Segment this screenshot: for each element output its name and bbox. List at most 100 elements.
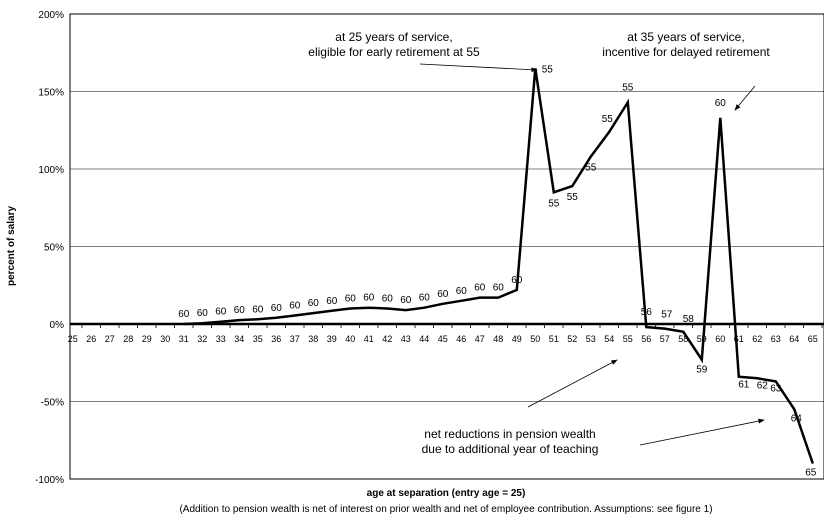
x-tick-label: 65 bbox=[808, 334, 818, 344]
y-tick-label: 50% bbox=[44, 243, 64, 254]
x-tick-labels: 25 26 27 28 29 30 31 32 33 34 35 36 37 38 39 40 41 42 43 44… bbox=[68, 324, 823, 344]
point-label: 58 bbox=[683, 314, 695, 325]
x-tick-label: 31 bbox=[179, 334, 189, 344]
x-tick-label: 28 bbox=[123, 334, 133, 344]
y-tick-label: -100% bbox=[35, 475, 64, 486]
x-tick-label: 35 bbox=[253, 334, 263, 344]
y-tick-label: 100% bbox=[38, 165, 64, 176]
point-label: 60 bbox=[197, 308, 209, 319]
point-label: 60 bbox=[437, 289, 449, 300]
x-tick-label: 52 bbox=[567, 334, 577, 344]
point-label: 60 bbox=[178, 309, 190, 320]
point-label: 60 bbox=[419, 293, 431, 304]
x-tick-label: 57 bbox=[660, 334, 670, 344]
y-tick-label: -50% bbox=[41, 398, 64, 409]
x-tick-label: 60 bbox=[715, 334, 725, 344]
x-tick-label: 25 bbox=[68, 334, 78, 344]
annotation-text: due to additional year of teaching bbox=[422, 442, 599, 456]
x-tick-label: 64 bbox=[789, 334, 799, 344]
annotation-text: eligible for early retirement at 55 bbox=[308, 45, 480, 59]
annotation-text: at 35 years of service, bbox=[627, 30, 744, 44]
x-tick-label: 29 bbox=[142, 334, 152, 344]
x-tick-label: 62 bbox=[752, 334, 762, 344]
annotations: at 25 years of service,eligible for earl… bbox=[308, 30, 770, 456]
annotation-arrow bbox=[639, 418, 765, 446]
point-label: 55 bbox=[622, 82, 634, 93]
annotation-text: incentive for delayed retirement bbox=[602, 45, 770, 59]
point-label: 60 bbox=[308, 298, 320, 309]
x-tick-label: 37 bbox=[290, 334, 300, 344]
series-line bbox=[183, 68, 814, 464]
x-tick-label: 58 bbox=[678, 334, 688, 344]
y-tick-label: 0% bbox=[50, 320, 65, 331]
point-label: 64 bbox=[791, 413, 803, 424]
point-label: 63 bbox=[770, 383, 782, 394]
annotation-arrow bbox=[734, 85, 756, 111]
x-tick-label: 41 bbox=[364, 334, 374, 344]
point-label: 56 bbox=[641, 307, 653, 318]
point-label: 55 bbox=[585, 163, 597, 174]
x-tick-label: 40 bbox=[345, 334, 355, 344]
y-tick-label: 150% bbox=[38, 88, 64, 99]
x-tick-label: 55 bbox=[623, 334, 633, 344]
x-tick-label: 34 bbox=[234, 334, 244, 344]
point-label: 57 bbox=[661, 310, 673, 321]
x-tick-label: 33 bbox=[216, 334, 226, 344]
point-label: 61 bbox=[738, 380, 750, 391]
x-tick-label: 63 bbox=[771, 334, 781, 344]
x-tick-label: 45 bbox=[438, 334, 448, 344]
x-tick-label: 51 bbox=[549, 334, 559, 344]
series-path bbox=[183, 68, 814, 464]
point-label: 60 bbox=[715, 98, 727, 109]
point-label: 60 bbox=[289, 300, 301, 311]
x-axis-title: age at separation (entry age = 25) bbox=[367, 488, 526, 499]
point-label: 60 bbox=[382, 294, 394, 305]
point-label: 55 bbox=[567, 192, 579, 203]
x-tick-label: 49 bbox=[512, 334, 522, 344]
footnote: (Addition to pension wealth is net of in… bbox=[179, 504, 712, 515]
point-label: 60 bbox=[363, 293, 375, 304]
annotation-text: net reductions in pension wealth bbox=[424, 427, 595, 441]
x-tick-label: 56 bbox=[641, 334, 651, 344]
point-label: 62 bbox=[757, 380, 769, 391]
x-tick-label: 44 bbox=[419, 334, 429, 344]
grid-lines bbox=[70, 91, 824, 402]
x-tick-label: 42 bbox=[382, 334, 392, 344]
point-label: 59 bbox=[696, 365, 708, 376]
y-tick-labels: -100% -50% 0% 50% 100% 150% 200% bbox=[35, 10, 64, 486]
x-tick-label: 30 bbox=[160, 334, 170, 344]
x-tick-label: 32 bbox=[197, 334, 207, 344]
x-tick-label: 27 bbox=[105, 334, 115, 344]
x-tick-label: 36 bbox=[271, 334, 281, 344]
point-label: 60 bbox=[474, 283, 486, 294]
point-label: 60 bbox=[456, 286, 468, 297]
point-label: 65 bbox=[805, 468, 817, 479]
x-tick-label: 50 bbox=[530, 334, 540, 344]
point-label: 60 bbox=[215, 307, 227, 318]
x-tick-label: 39 bbox=[327, 334, 337, 344]
point-label: 60 bbox=[345, 294, 357, 305]
point-label: 60 bbox=[252, 304, 264, 315]
x-tick-label: 47 bbox=[475, 334, 485, 344]
x-tick-label: 54 bbox=[604, 334, 614, 344]
point-label: 60 bbox=[493, 283, 505, 294]
x-tick-label: 53 bbox=[586, 334, 596, 344]
point-labels: 60 60 60 60 60 60 60 60 60 60 60 60 60 60 60 60 60 60 60 55… bbox=[178, 64, 817, 478]
point-label: 55 bbox=[602, 114, 614, 125]
x-tick-label: 46 bbox=[456, 334, 466, 344]
point-label: 60 bbox=[400, 295, 412, 306]
x-tick-label: 61 bbox=[734, 334, 744, 344]
x-tick-label: 59 bbox=[697, 334, 707, 344]
annotation-arrow bbox=[419, 63, 538, 73]
x-tick-label: 48 bbox=[493, 334, 503, 344]
point-label: 60 bbox=[511, 275, 523, 286]
x-tick-label: 26 bbox=[86, 334, 96, 344]
point-label: 55 bbox=[548, 198, 560, 209]
point-label: 60 bbox=[271, 303, 283, 314]
y-tick-label: 200% bbox=[38, 10, 64, 21]
point-label: 55 bbox=[542, 64, 554, 75]
annotation-text: at 25 years of service, bbox=[335, 30, 452, 44]
x-tick-label: 38 bbox=[308, 334, 318, 344]
x-tick-label: 43 bbox=[401, 334, 411, 344]
